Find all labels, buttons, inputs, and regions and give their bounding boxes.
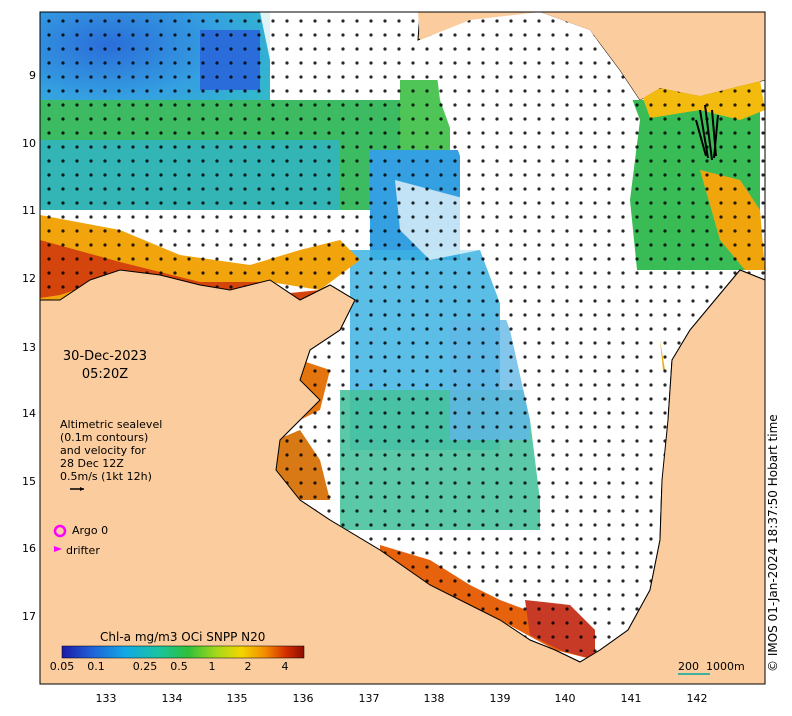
drifter-label: drifter	[66, 544, 100, 557]
colorbar-title: Chl-a mg/m3 OCi SNPP N20	[100, 630, 266, 644]
map-frame	[39, 11, 766, 685]
imos-timestamp: © IMOS 01-Jan-2024 18:37:50 Hobart time	[766, 414, 780, 672]
argo-marker	[53, 524, 67, 538]
y-tick: 10	[22, 137, 36, 150]
altimetry-line: Altimetric sealevel	[60, 418, 163, 431]
x-tick: 137	[358, 692, 380, 705]
altimetry-line: (0.1m contours)	[60, 431, 149, 444]
altimetry-line: 28 Dec 12Z	[60, 457, 124, 470]
colorbar-tick: 0.5	[170, 660, 188, 673]
x-tick: 142	[686, 692, 708, 705]
argo-label: Argo 0	[72, 524, 109, 537]
x-tick: 140	[554, 692, 576, 705]
x-tick: 136	[292, 692, 314, 705]
legend-argo: Argo 0	[52, 524, 108, 537]
altimetry-note: Altimetric sealevel (0.1m contours) and …	[60, 418, 180, 483]
observation-date: 30-Dec-2023 05:20Z	[60, 348, 150, 384]
x-tick: 138	[423, 692, 445, 705]
altimetry-line: 0.5m/s (1kt 12h)	[60, 470, 152, 483]
drifter-tracks	[695, 104, 719, 161]
legend-drifter: drifter	[52, 544, 100, 557]
colorbar-tick: 4	[281, 660, 289, 673]
scale-bar-label: 200 1000m	[678, 660, 745, 673]
x-tick: 139	[489, 692, 511, 705]
y-tick: 15	[22, 475, 36, 488]
y-tick: 14	[22, 407, 36, 420]
x-tick: 134	[161, 692, 183, 705]
colorbar-tick: 0.25	[132, 660, 158, 673]
x-tick: 133	[95, 692, 117, 705]
colorbar-tick: 1	[208, 660, 216, 673]
x-tick: 141	[620, 692, 642, 705]
y-tick: 13	[22, 341, 36, 354]
x-tick: 135	[226, 692, 248, 705]
colorbar	[61, 645, 305, 659]
y-tick: 9	[29, 69, 36, 82]
y-tick: 11	[22, 204, 36, 217]
y-tick: 17	[22, 610, 36, 623]
drifter-marker	[54, 546, 62, 552]
colorbar-tick: 0.1	[87, 660, 105, 673]
date-text: 30-Dec-2023	[62, 349, 148, 364]
altimetry-line: and velocity for	[60, 444, 146, 457]
colorbar-tick: 2	[244, 660, 252, 673]
colorbar-tick: 0.05	[49, 660, 75, 673]
time-text: 05:20Z	[81, 367, 129, 382]
y-tick: 12	[22, 272, 36, 285]
y-tick: 16	[22, 542, 36, 555]
